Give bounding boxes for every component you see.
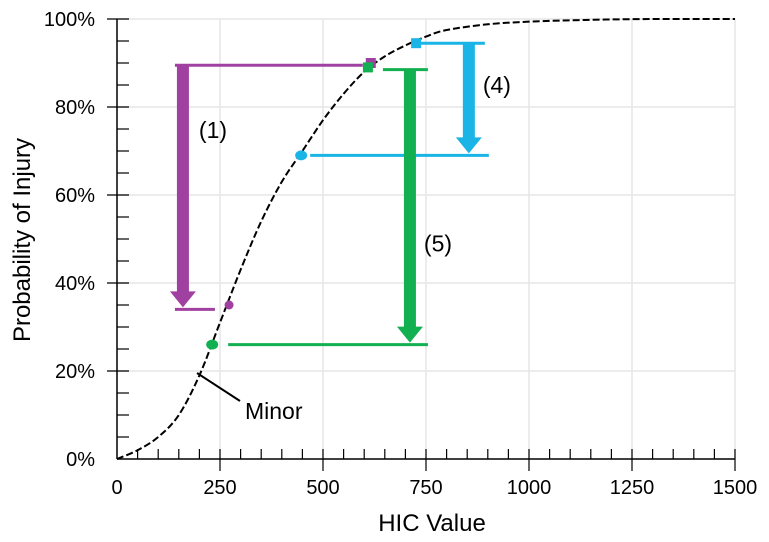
annotations: (1) (4) (5) [170, 43, 511, 344]
x-axis-title: HIC Value [378, 510, 486, 537]
curve-label-minor: Minor [245, 398, 303, 424]
y-axis-title: Probability of Injury [9, 138, 36, 342]
annotation-5-arrow-shaft [404, 70, 416, 329]
x-tick-label: 750 [409, 477, 442, 499]
x-tick-label: 250 [203, 477, 236, 499]
annotation-4-arrow-head [456, 137, 482, 153]
annotation-4-start-marker [411, 38, 421, 48]
annotation-4-arrow-shaft [463, 43, 475, 139]
annotation-5-end-marker [206, 340, 218, 350]
y-tick-label: 40% [55, 273, 95, 295]
annotation-1-label: (1) [199, 117, 227, 143]
x-tick-label: 1000 [507, 477, 552, 499]
y-tick-label: 80% [55, 97, 95, 119]
x-tick-label: 500 [306, 477, 339, 499]
minor-leader-line [197, 373, 240, 401]
markers [206, 38, 421, 349]
annotation-5-arrow-head [397, 327, 423, 343]
y-tick-label: 0% [66, 449, 95, 471]
y-axis-ticks: 0% 20% 40% 60% 80% 100% [44, 9, 129, 471]
y-tick-label: 20% [55, 361, 95, 383]
annotation-4-end-marker [295, 150, 307, 160]
x-tick-label: 0 [111, 477, 122, 499]
annotation-5-label: (5) [424, 231, 452, 257]
x-axis-ticks: 0 250 500 750 1000 1250 1500 [111, 449, 757, 499]
annotation-1-arrow-head [170, 291, 196, 307]
y-tick-label: 60% [55, 185, 95, 207]
y-tick-label: 100% [44, 9, 95, 31]
annotation-5-start-marker [363, 62, 373, 72]
annotation-1-arrow-shaft [177, 65, 189, 293]
x-tick-label: 1250 [610, 477, 655, 499]
annotation-1-end-marker [225, 301, 234, 310]
x-tick-label: 1500 [713, 477, 758, 499]
annotation-4-label: (4) [483, 72, 511, 98]
